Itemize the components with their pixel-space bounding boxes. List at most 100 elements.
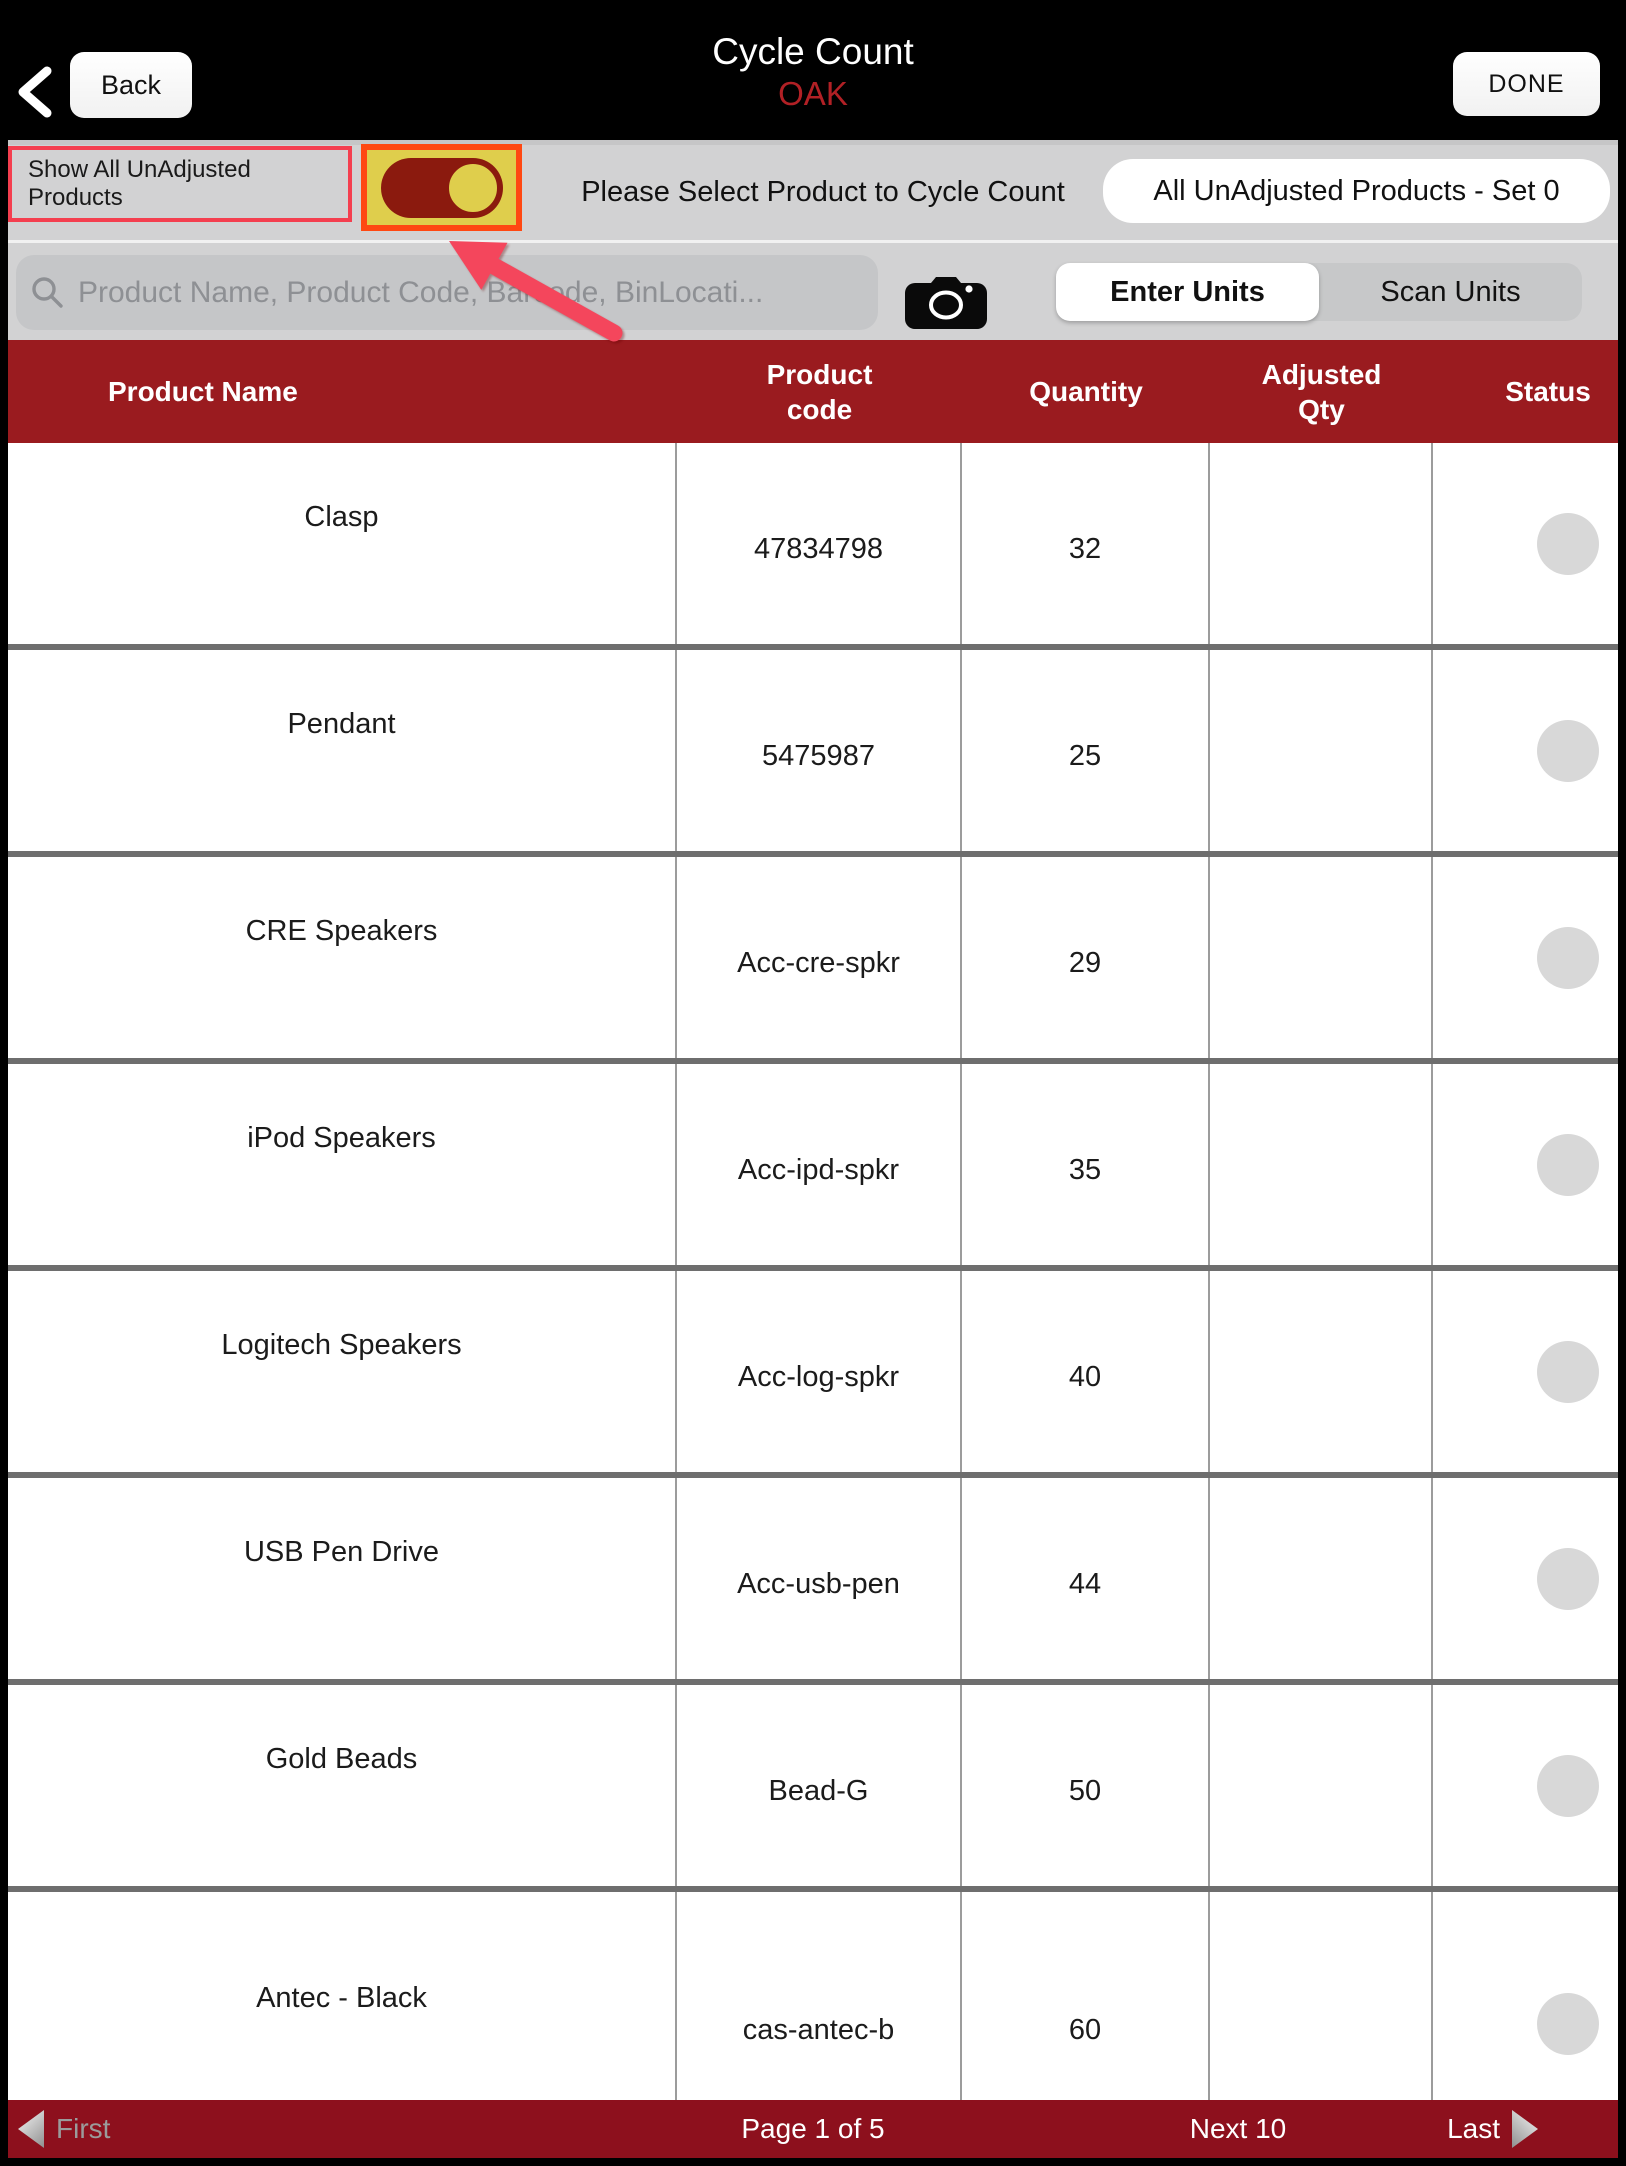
status-indicator-circle — [1537, 1133, 1599, 1196]
quantity-cell: 29 — [962, 857, 1210, 1058]
title-block: Cycle Count OAK — [8, 30, 1618, 114]
status-cell — [1433, 650, 1618, 851]
adjusted-qty-cell — [1210, 1271, 1433, 1472]
done-button[interactable]: DONE — [1453, 52, 1600, 116]
product-code-cell: Bead-G — [677, 1685, 962, 1886]
product-code-cell: Acc-ipd-spkr — [677, 1064, 962, 1265]
product-name-cell: Clasp — [8, 443, 677, 644]
search-input[interactable] — [16, 255, 878, 330]
status-cell — [1433, 1064, 1618, 1265]
product-name-cell: Logitech Speakers — [8, 1271, 677, 1472]
quantity-cell: 50 — [962, 1685, 1210, 1886]
table-row[interactable]: Pendant 5475987 25 — [8, 650, 1618, 857]
product-code-cell-text: Acc-ipd-spkr — [737, 1154, 900, 1186]
product-code-cell: Acc-usb-pen — [677, 1478, 962, 1679]
status-indicator-circle — [1537, 926, 1599, 989]
quantity-cell-text: 29 — [1068, 947, 1102, 979]
camera-scan-button[interactable] — [901, 276, 991, 330]
adjusted-qty-cell — [1210, 650, 1433, 851]
product-code-cell: 47834798 — [677, 443, 962, 644]
status-indicator-circle — [1537, 1340, 1599, 1403]
status-indicator-circle — [1537, 512, 1599, 575]
adjusted-qty-cell — [1210, 1892, 1433, 2100]
product-name-cell-text: Pendant — [287, 708, 396, 740]
show-all-unadjusted-label: Show All UnAdjusted Products — [28, 156, 251, 211]
enter-units-segment[interactable]: Enter Units — [1056, 263, 1319, 321]
filter-bar: Show All UnAdjusted Products Please Sele… — [8, 140, 1618, 240]
product-code-cell-text: 47834798 — [753, 533, 884, 565]
quantity-cell: 25 — [962, 650, 1210, 851]
pagination-last-button[interactable]: Last — [1447, 2100, 1538, 2158]
quantity-cell: 44 — [962, 1478, 1210, 1679]
pagination-bar: First Page 1 of 5 Next 10 Last — [8, 2100, 1618, 2158]
location-subtitle: OAK — [778, 75, 848, 113]
last-label: Last — [1447, 2113, 1500, 2144]
column-header-quantity: Quantity — [1029, 376, 1143, 407]
table-header-row: Product Name Product code Quantity Adjus… — [8, 340, 1618, 443]
status-cell — [1433, 1271, 1618, 1472]
product-name-cell: Antec - Black — [8, 1892, 677, 2100]
product-code-cell: Acc-cre-spkr — [677, 857, 962, 1058]
product-name-cell-text: USB Pen Drive — [243, 1536, 439, 1568]
camera-icon — [905, 277, 987, 329]
quantity-cell: 35 — [962, 1064, 1210, 1265]
product-set-selector-button[interactable]: All UnAdjusted Products - Set 0 — [1103, 159, 1610, 223]
back-chevron-icon[interactable] — [14, 66, 56, 118]
product-name-cell: iPod Speakers — [8, 1064, 677, 1265]
adjusted-qty-cell — [1210, 1064, 1433, 1265]
toggle-highlight-annotation — [361, 144, 522, 231]
product-table-body: Clasp 47834798 32 Pendant 5475987 25 CRE Speak… — [8, 443, 1618, 2100]
quantity-cell-text: 50 — [1068, 1775, 1102, 1807]
back-button[interactable]: Back — [70, 52, 192, 118]
quantity-cell-text: 40 — [1068, 1361, 1102, 1393]
page-title: Cycle Count — [712, 31, 914, 72]
quantity-cell: 40 — [962, 1271, 1210, 1472]
table-row[interactable]: USB Pen Drive Acc-usb-pen 44 — [8, 1478, 1618, 1685]
pagination-first-button[interactable]: First — [18, 2100, 110, 2158]
table-row[interactable]: iPod Speakers Acc-ipd-spkr 35 — [8, 1064, 1618, 1271]
product-code-cell-text: Acc-log-spkr — [737, 1361, 900, 1393]
first-label: First — [56, 2113, 111, 2144]
page-status: Page 1 of 5 — [741, 2113, 885, 2144]
toggle-label-annotation-box: Show All UnAdjusted Products — [8, 146, 352, 222]
product-name-cell: CRE Speakers — [8, 857, 677, 1058]
product-name-cell-text: Logitech Speakers — [221, 1329, 462, 1361]
show-all-unadjusted-toggle[interactable] — [381, 158, 503, 218]
product-name-cell-text: Antec - Black — [256, 1981, 427, 2014]
adjusted-qty-cell — [1210, 1685, 1433, 1886]
pagination-next-button[interactable]: Next 10 — [1158, 2100, 1318, 2158]
product-code-cell-text: Acc-usb-pen — [737, 1568, 900, 1600]
table-row[interactable]: CRE Speakers Acc-cre-spkr 29 — [8, 857, 1618, 1064]
adjusted-qty-cell — [1210, 857, 1433, 1058]
status-cell — [1433, 443, 1618, 644]
toggle-knob[interactable] — [444, 159, 502, 217]
adjusted-qty-cell — [1210, 443, 1433, 644]
scan-units-segment[interactable]: Scan Units — [1319, 263, 1582, 321]
product-code-cell-text: Bead-G — [768, 1775, 869, 1807]
search-bar-section: Enter Units Scan Units — [8, 243, 1618, 340]
quantity-cell-text: 60 — [1068, 2013, 1102, 2046]
select-product-instruction: Please Select Product to Cycle Count — [581, 176, 1065, 208]
product-code-cell: 5475987 — [677, 650, 962, 851]
product-name-cell: Gold Beads — [8, 1685, 677, 1886]
table-row[interactable]: Gold Beads Bead-G 50 — [8, 1685, 1618, 1892]
status-indicator-circle — [1537, 1754, 1599, 1817]
status-indicator-circle — [1537, 1993, 1599, 2055]
quantity-cell: 32 — [962, 443, 1210, 644]
status-cell — [1433, 1892, 1618, 2100]
table-row[interactable]: Logitech Speakers Acc-log-spkr 40 — [8, 1271, 1618, 1478]
table-row[interactable]: Clasp 47834798 32 — [8, 443, 1618, 650]
status-cell — [1433, 1478, 1618, 1679]
product-name-cell-text: Gold Beads — [265, 1743, 418, 1775]
product-code-cell: Acc-log-spkr — [677, 1271, 962, 1472]
quantity-cell-text: 44 — [1068, 1568, 1102, 1600]
quantity-cell-text: 32 — [1068, 533, 1102, 565]
quantity-cell-text: 25 — [1068, 740, 1102, 772]
status-indicator-circle — [1537, 719, 1599, 782]
table-row[interactable]: Antec - Black cas-antec-b 60 — [8, 1892, 1618, 2100]
column-header-product-code: Product code — [766, 358, 873, 425]
adjusted-qty-cell — [1210, 1478, 1433, 1679]
product-code-cell-text: Acc-cre-spkr — [737, 947, 900, 979]
status-cell — [1433, 857, 1618, 1058]
